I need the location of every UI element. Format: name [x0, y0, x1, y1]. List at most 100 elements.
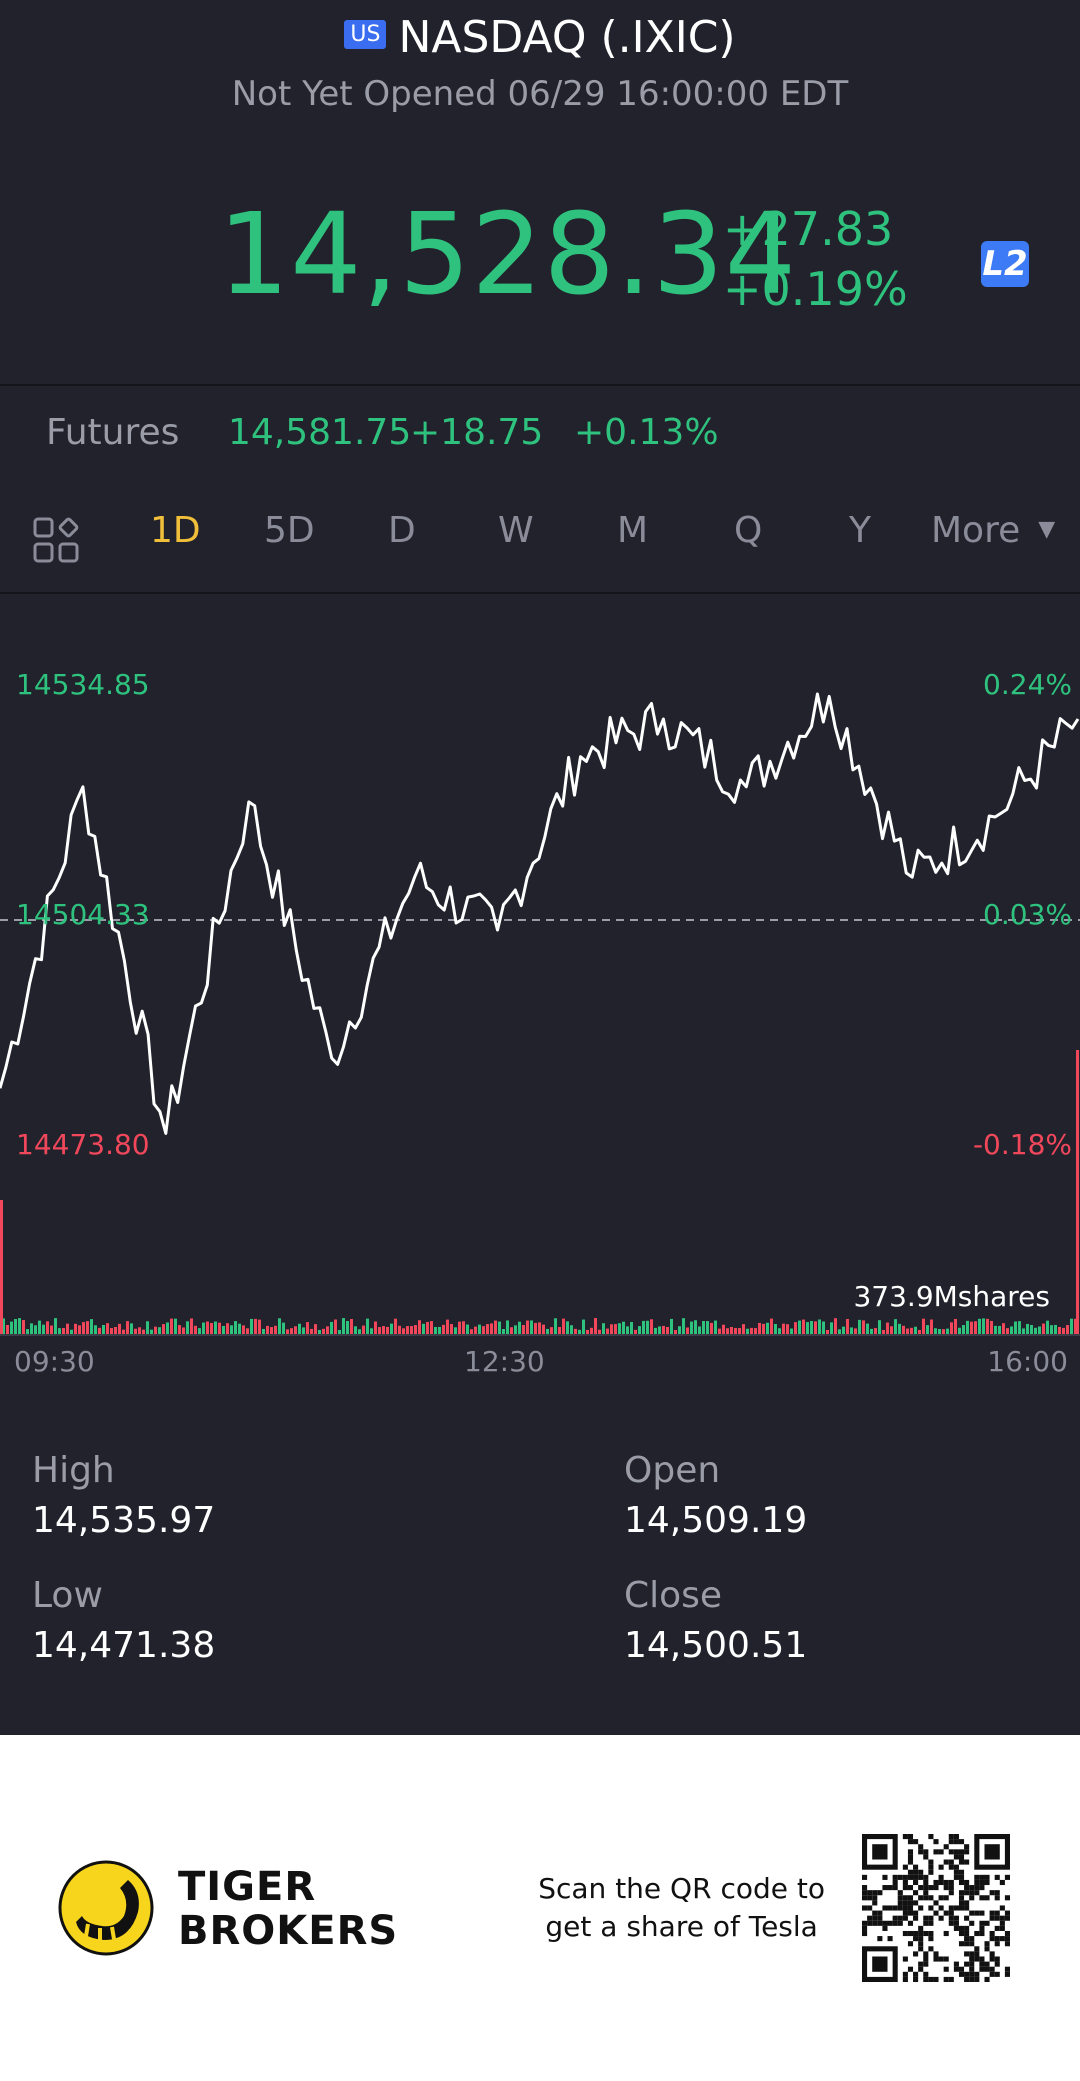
volume-bar: [446, 1319, 449, 1334]
volume-bar: [806, 1322, 809, 1334]
volume-bar: [494, 1320, 497, 1334]
volume-bar: [42, 1324, 45, 1334]
price-line: [0, 692, 1080, 1135]
volume-bar: [310, 1328, 313, 1334]
volume-bar: [406, 1326, 409, 1334]
tab-d[interactable]: D: [388, 510, 416, 551]
price-change-percent: +0.19%: [723, 262, 908, 316]
volume-bar: [114, 1326, 117, 1334]
volume-bar: [554, 1318, 557, 1334]
volume-bar: [706, 1321, 709, 1334]
volume-bar: [814, 1321, 817, 1334]
volume-bar: [294, 1326, 297, 1334]
volume-bar: [586, 1329, 589, 1334]
futures-change-percent: +0.13%: [574, 412, 719, 453]
volume-bar: [982, 1318, 985, 1334]
level2-button[interactable]: L2: [981, 241, 1029, 287]
price-chart[interactable]: [0, 600, 1080, 1340]
time-start: 09:30: [14, 1345, 95, 1378]
divider: [0, 384, 1080, 386]
tab-1d[interactable]: 1D: [150, 510, 201, 551]
volume-bar: [954, 1318, 957, 1334]
volume-bar: [0, 1200, 3, 1334]
market-status: Not Yet Opened 06/29 16:00:00 EDT: [231, 74, 849, 114]
volume-bar: [930, 1319, 933, 1334]
tab-5d[interactable]: 5D: [264, 510, 315, 551]
y-label-mid: 14504.33: [16, 898, 150, 931]
volume-bar: [742, 1324, 745, 1334]
volume-bar: [150, 1329, 153, 1334]
volume-bar: [94, 1325, 97, 1334]
volume-bar: [234, 1321, 237, 1334]
volume-bar: [558, 1327, 561, 1334]
time-end: 16:00: [987, 1345, 1068, 1378]
high-value: 14,535.97: [32, 1500, 216, 1541]
close-value: 14,500.51: [624, 1625, 808, 1666]
volume-bar: [482, 1326, 485, 1334]
price-change: +27.83: [723, 202, 894, 256]
volume-bar: [870, 1328, 873, 1334]
volume-bar: [402, 1328, 405, 1334]
volume-bar: [882, 1329, 885, 1334]
volume-bar: [18, 1318, 21, 1334]
volume-bar: [734, 1328, 737, 1334]
volume-bar: [662, 1325, 665, 1334]
volume-bar: [1026, 1323, 1029, 1334]
volume-bar: [626, 1326, 629, 1334]
tab-w[interactable]: W: [498, 510, 534, 551]
volume-bar: [886, 1322, 889, 1334]
volume-bar: [542, 1324, 545, 1334]
volume-bar: [250, 1318, 253, 1334]
volume-bar: [290, 1328, 293, 1334]
volume-bar: [998, 1325, 1001, 1334]
volume-bar: [238, 1323, 241, 1334]
volume-bar: [118, 1323, 121, 1334]
volume-bar: [502, 1328, 505, 1334]
volume-bar: [222, 1325, 225, 1334]
volume-bar: [322, 1328, 325, 1334]
volume-bar: [642, 1320, 645, 1334]
volume-bar: [274, 1325, 277, 1334]
tab-m[interactable]: M: [617, 510, 649, 551]
high-label: High: [32, 1450, 115, 1491]
volume-bar: [674, 1329, 677, 1334]
page-title: US NASDAQ (.IXIC): [0, 12, 1080, 63]
volume-bar: [818, 1319, 821, 1334]
volume-bar: [186, 1321, 189, 1334]
volume-bar: [218, 1322, 221, 1334]
tab-q[interactable]: Q: [734, 510, 763, 551]
volume-bar: [74, 1323, 77, 1334]
tab-y[interactable]: Y: [849, 510, 871, 551]
volume-bar: [582, 1319, 585, 1334]
volume-bar: [278, 1318, 281, 1334]
more-button[interactable]: More ▼: [931, 510, 1055, 551]
volume-bar: [1074, 1318, 1077, 1334]
open-label: Open: [624, 1450, 721, 1491]
volume-bar: [782, 1323, 785, 1334]
brand-line-2: BROKERS: [178, 1908, 399, 1954]
volume-bar: [266, 1325, 269, 1334]
volume-bar: [302, 1327, 305, 1334]
volume-bar: [10, 1321, 13, 1334]
volume-bar: [466, 1324, 469, 1334]
volume-bar: [946, 1328, 949, 1334]
qr-code[interactable]: [862, 1834, 1010, 1982]
volume-bar: [490, 1323, 493, 1334]
last-price: 14,528.34: [218, 190, 798, 320]
volume-bar: [434, 1326, 437, 1334]
volume-bar: [650, 1319, 653, 1334]
volume-bar: [562, 1318, 565, 1334]
volume-bar: [866, 1323, 869, 1334]
volume-bar: [718, 1328, 721, 1334]
volume-bar: [578, 1329, 581, 1334]
futures-label[interactable]: Futures: [46, 412, 180, 453]
volume-bar: [282, 1322, 285, 1334]
volume-bar: [514, 1325, 517, 1334]
grid-layout-icon[interactable]: [32, 516, 80, 564]
volume-bar: [830, 1322, 833, 1334]
volume-bar: [1034, 1327, 1037, 1334]
volume-bar: [182, 1327, 185, 1334]
volume-bar: [894, 1319, 897, 1334]
volume-bar: [1058, 1326, 1061, 1334]
market-badge: US: [344, 19, 387, 49]
